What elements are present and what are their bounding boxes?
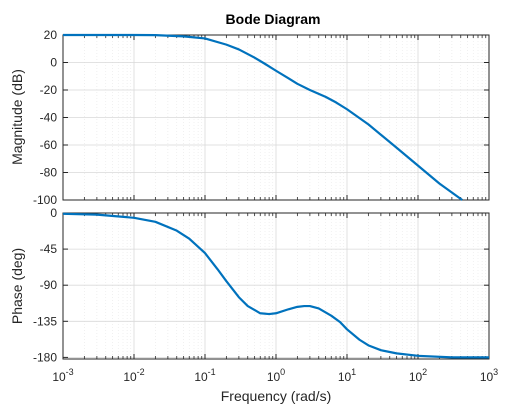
x-tick-label: 100 bbox=[267, 367, 285, 384]
phase-panel: 0 -45 -90 -135 -180 Phase (deg) bbox=[9, 206, 490, 364]
phase-grid bbox=[62, 212, 490, 359]
x-tick-label: 102 bbox=[409, 367, 427, 384]
x-tick-label: 103 bbox=[480, 367, 498, 384]
magnitude-y-tick-label: 20 bbox=[44, 28, 58, 42]
magnitude-y-tick-label: -100 bbox=[33, 193, 57, 207]
x-tick-label: 10-2 bbox=[123, 367, 144, 384]
x-axis-label: Frequency (rad/s) bbox=[221, 388, 331, 404]
phase-line bbox=[62, 212, 489, 359]
magnitude-y-tick-label: -60 bbox=[40, 138, 58, 152]
magnitude-grid bbox=[62, 34, 490, 201]
magnitude-y-tick-label: -40 bbox=[40, 111, 58, 125]
x-tick-label: 101 bbox=[338, 367, 356, 384]
x-tick-label: 10-3 bbox=[52, 367, 73, 384]
magnitude-ticks: 20 0 -20 -40 -60 -80 -100 bbox=[33, 28, 490, 207]
magnitude-ylabel: Magnitude (dB) bbox=[9, 69, 25, 165]
magnitude-y-tick-label: 0 bbox=[50, 56, 57, 70]
magnitude-series bbox=[63, 33, 463, 201]
magnitude-panel: 20 0 -20 -40 -60 -80 -100 Magnitude (dB) bbox=[9, 28, 490, 207]
phase-y-tick-label: -45 bbox=[40, 242, 58, 256]
phase-series bbox=[62, 212, 489, 359]
magnitude-y-tick-label: -20 bbox=[40, 83, 58, 97]
magnitude-line bbox=[63, 33, 463, 201]
phase-y-tick-label: -90 bbox=[40, 278, 58, 292]
phase-ticks: 0 -45 -90 -135 -180 bbox=[33, 206, 490, 364]
x-tick-label: 10-1 bbox=[194, 367, 215, 384]
x-tick-labels: 10-3 10-2 10-1 100 101 102 103 bbox=[52, 367, 498, 384]
phase-y-tick-label: 0 bbox=[50, 206, 57, 220]
phase-y-tick-label: -135 bbox=[33, 314, 57, 328]
magnitude-y-tick-label: -80 bbox=[40, 166, 58, 180]
chart-title: Bode Diagram bbox=[226, 11, 321, 27]
phase-ylabel: Phase (deg) bbox=[9, 248, 25, 324]
phase-y-tick-label: -180 bbox=[33, 350, 57, 364]
